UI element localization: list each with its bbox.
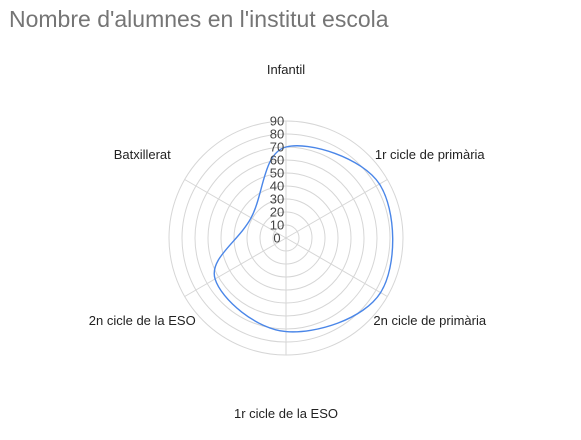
category-label: 2n cicle de la ESO (89, 313, 196, 328)
category-label: 1r cicle de la ESO (234, 406, 338, 421)
tick-label: 30 (270, 192, 284, 207)
tick-label: 60 (270, 153, 284, 168)
tick-label: 0 (273, 231, 280, 246)
series-line (213, 145, 394, 333)
category-label: 2n cicle de primària (373, 313, 486, 328)
tick-label: 90 (270, 114, 284, 129)
tick-label: 40 (270, 179, 284, 194)
category-label: Infantil (267, 62, 305, 77)
spoke-line (184, 237, 287, 297)
tick-label: 80 (270, 127, 284, 142)
tick-label: 70 (270, 140, 284, 155)
category-label: Batxillerat (114, 147, 171, 162)
tick-label: 10 (270, 218, 284, 233)
spoke-line (285, 237, 388, 297)
spoke-line (285, 179, 388, 239)
series-layer (213, 145, 394, 333)
category-label: 1r cicle de primària (375, 147, 486, 162)
tick-label: 50 (270, 166, 284, 181)
category-labels: Infantil 1r cicle de primària 2n cicle de … (89, 62, 487, 421)
tick-label: 20 (270, 205, 284, 220)
chart-title: Nombre d'alumnes en l'institut escola (9, 6, 389, 32)
radar-grid (168, 120, 404, 356)
spoke-line (184, 179, 287, 239)
